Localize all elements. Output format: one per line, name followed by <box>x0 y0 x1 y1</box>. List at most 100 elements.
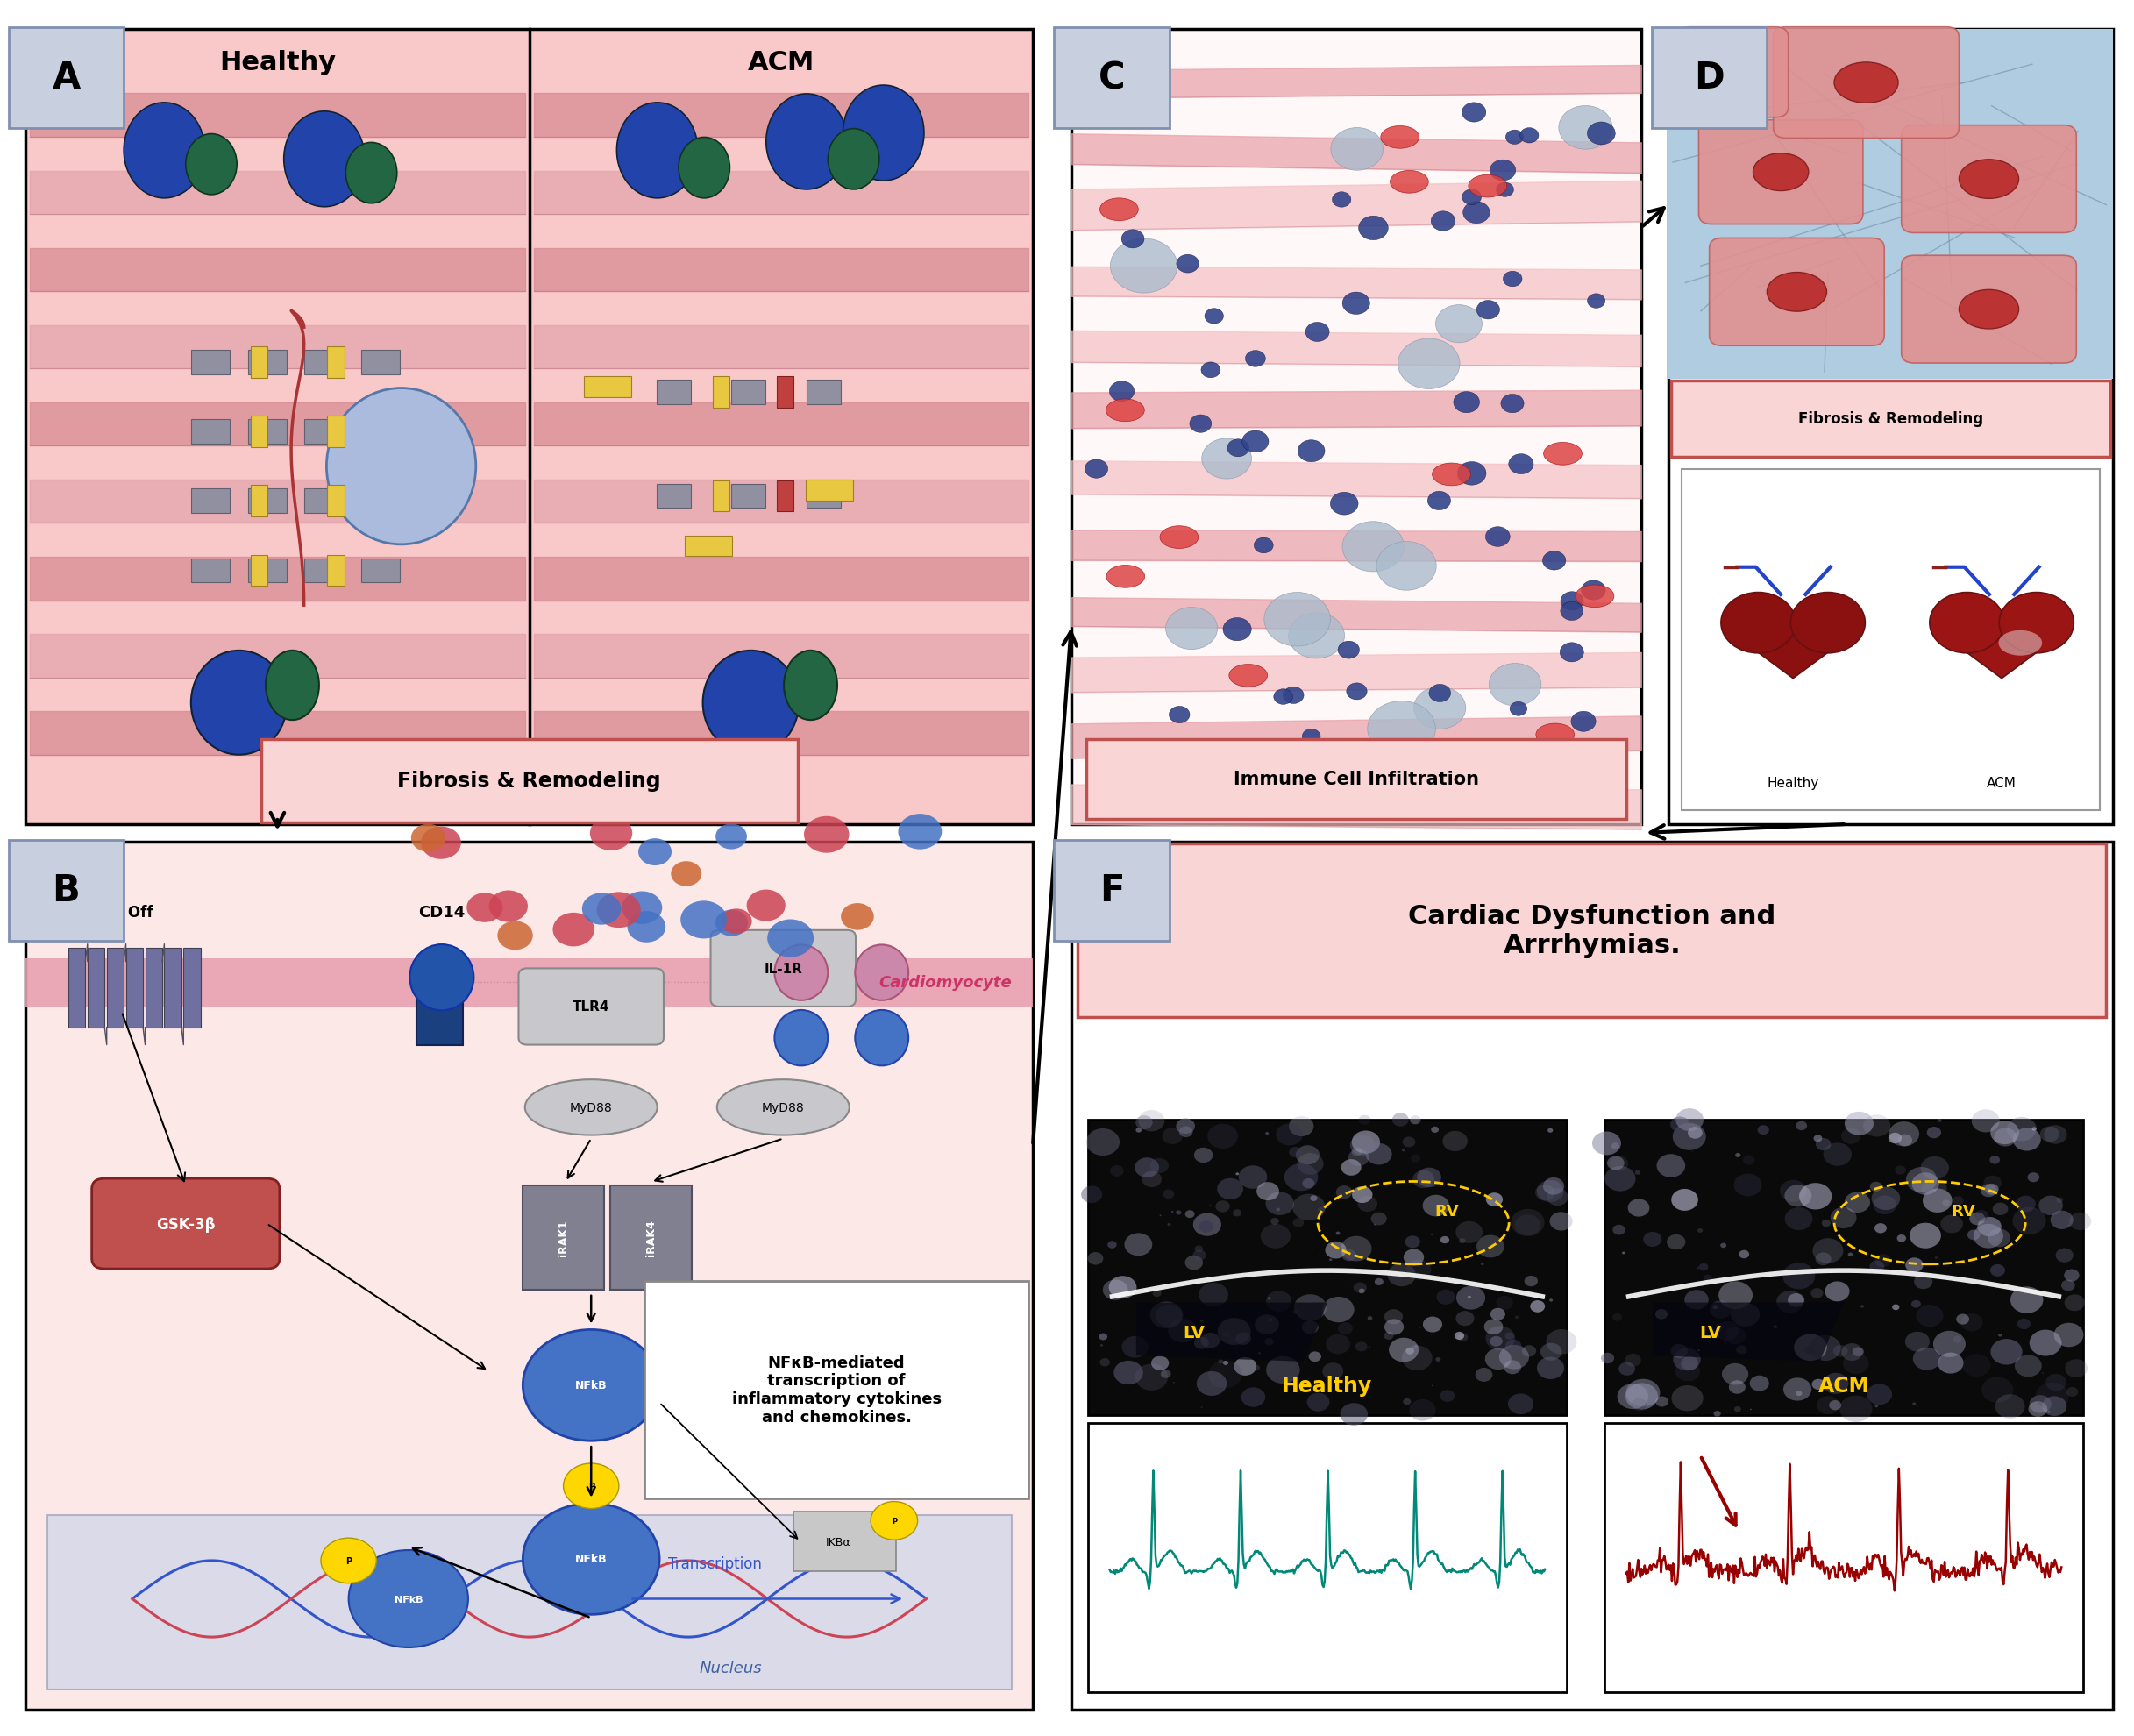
Circle shape <box>1366 1144 1391 1165</box>
Circle shape <box>1560 592 1583 611</box>
Circle shape <box>1101 1344 1103 1347</box>
Circle shape <box>1891 1271 1897 1276</box>
Circle shape <box>1697 1229 1703 1233</box>
Circle shape <box>1458 1333 1468 1342</box>
Circle shape <box>1718 1281 1752 1309</box>
Circle shape <box>1861 1305 1863 1307</box>
Circle shape <box>1163 1189 1174 1200</box>
Text: P: P <box>589 1481 593 1491</box>
Circle shape <box>1782 1264 1816 1290</box>
Circle shape <box>1167 1319 1197 1342</box>
Circle shape <box>1938 1352 1963 1373</box>
Circle shape <box>2029 1401 2047 1417</box>
Circle shape <box>1869 1260 1884 1272</box>
Bar <box>303 490 341 514</box>
Circle shape <box>1402 1399 1411 1404</box>
Circle shape <box>1684 1290 1709 1309</box>
Circle shape <box>1455 1222 1483 1243</box>
Text: F: F <box>1099 871 1125 910</box>
Circle shape <box>1332 128 1383 172</box>
Circle shape <box>1842 1344 1863 1361</box>
Circle shape <box>898 814 941 849</box>
Circle shape <box>1229 1337 1238 1344</box>
Text: A: A <box>51 59 81 97</box>
Circle shape <box>1914 1274 1933 1290</box>
Circle shape <box>1912 1174 1940 1194</box>
Text: D: D <box>1694 59 1724 97</box>
Ellipse shape <box>265 651 320 720</box>
Circle shape <box>1775 1292 1803 1312</box>
Circle shape <box>1219 1318 1251 1345</box>
Circle shape <box>1265 1292 1291 1312</box>
Circle shape <box>1613 1226 1626 1236</box>
Text: Nucleus: Nucleus <box>700 1660 762 1675</box>
Circle shape <box>1297 1153 1323 1175</box>
Circle shape <box>1103 1279 1129 1300</box>
Circle shape <box>1543 552 1566 571</box>
Text: MyD88: MyD88 <box>570 1101 612 1115</box>
Bar <box>1669 30 2113 825</box>
Circle shape <box>715 910 747 936</box>
Circle shape <box>1413 1345 1419 1349</box>
Circle shape <box>1938 1120 1942 1121</box>
Circle shape <box>1110 1165 1125 1177</box>
Circle shape <box>1325 1335 1351 1354</box>
Circle shape <box>2042 1371 2044 1375</box>
Circle shape <box>1236 1174 1240 1175</box>
Circle shape <box>1413 1170 1434 1189</box>
Circle shape <box>1485 1326 1515 1351</box>
Circle shape <box>1359 1115 1370 1125</box>
Bar <box>190 559 228 583</box>
Circle shape <box>1289 1147 1302 1158</box>
Circle shape <box>1500 1345 1530 1370</box>
Text: TLR4: TLR4 <box>572 1000 610 1014</box>
Circle shape <box>2066 1387 2079 1397</box>
Circle shape <box>2066 1359 2087 1378</box>
Circle shape <box>1699 1264 1707 1271</box>
Bar <box>327 556 344 587</box>
Circle shape <box>1816 1253 1831 1266</box>
Bar <box>657 484 691 509</box>
Text: iRAK4: iRAK4 <box>644 1219 657 1257</box>
Circle shape <box>1912 1347 1940 1370</box>
Polygon shape <box>1652 1302 1844 1361</box>
Circle shape <box>1620 1363 1635 1375</box>
Circle shape <box>1509 1394 1534 1415</box>
Circle shape <box>1163 1128 1182 1144</box>
Circle shape <box>1227 439 1248 457</box>
Circle shape <box>871 1502 918 1540</box>
Circle shape <box>1630 1399 1647 1411</box>
Circle shape <box>1997 1333 2002 1337</box>
Circle shape <box>1605 1167 1635 1191</box>
Text: NFκB-mediated
transcription of
inflammatory cytokines
and chemokines.: NFκB-mediated transcription of inflammat… <box>732 1354 941 1425</box>
Circle shape <box>1522 1345 1536 1358</box>
Bar <box>361 420 399 444</box>
Ellipse shape <box>346 142 397 203</box>
Circle shape <box>627 911 666 943</box>
Circle shape <box>1238 1167 1268 1189</box>
Ellipse shape <box>856 944 909 1000</box>
Circle shape <box>1110 1276 1137 1299</box>
Circle shape <box>1351 1130 1381 1154</box>
Circle shape <box>1656 1154 1686 1177</box>
Text: Cardiomyocyte: Cardiomyocyte <box>879 974 1012 991</box>
Bar <box>807 484 841 509</box>
Ellipse shape <box>284 111 365 207</box>
Ellipse shape <box>843 85 924 181</box>
Circle shape <box>1342 293 1370 314</box>
Circle shape <box>1293 1194 1325 1220</box>
Circle shape <box>1635 1170 1641 1175</box>
Bar <box>327 417 344 448</box>
Circle shape <box>1201 439 1251 479</box>
Circle shape <box>1329 1259 1332 1260</box>
Circle shape <box>1265 1132 1270 1135</box>
Circle shape <box>1383 1332 1394 1340</box>
Text: Wnt Off: Wnt Off <box>90 904 154 920</box>
Circle shape <box>1656 1309 1667 1319</box>
Circle shape <box>1511 703 1528 717</box>
Circle shape <box>1293 1219 1304 1227</box>
Circle shape <box>1411 1116 1421 1125</box>
Circle shape <box>1297 441 1325 462</box>
Circle shape <box>1265 1356 1300 1384</box>
Bar <box>26 30 1033 825</box>
